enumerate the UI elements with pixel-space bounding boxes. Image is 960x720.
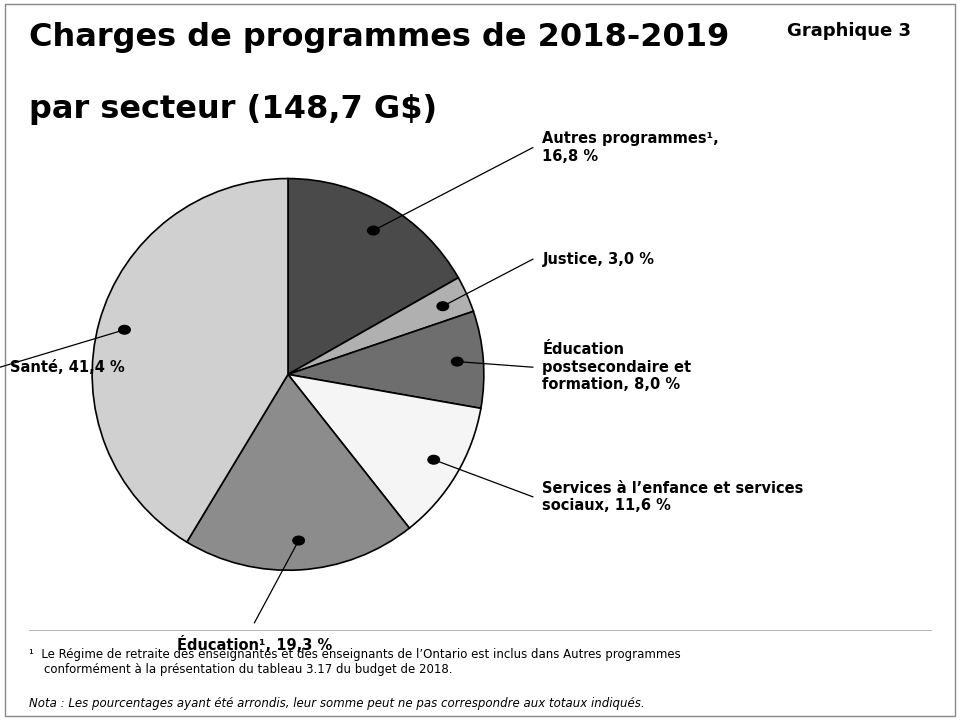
Wedge shape bbox=[288, 311, 484, 408]
Text: Graphique 3: Graphique 3 bbox=[787, 22, 911, 40]
Wedge shape bbox=[187, 374, 409, 570]
Wedge shape bbox=[288, 278, 473, 374]
Wedge shape bbox=[288, 374, 481, 528]
Text: Autres programmes¹,
16,8 %: Autres programmes¹, 16,8 % bbox=[542, 131, 719, 164]
Wedge shape bbox=[288, 179, 458, 374]
Text: Nota : Les pourcentages ayant été arrondis, leur somme peut ne pas correspondre : Nota : Les pourcentages ayant été arrond… bbox=[29, 697, 644, 710]
Text: Éducation
postsecondaire et
formation, 8,0 %: Éducation postsecondaire et formation, 8… bbox=[542, 342, 691, 392]
Text: Santé, 41,4 %: Santé, 41,4 % bbox=[10, 360, 125, 374]
Wedge shape bbox=[92, 179, 288, 542]
Text: Éducation¹, 19,3 %: Éducation¹, 19,3 % bbox=[177, 636, 332, 653]
Text: par secteur (148,7 G$): par secteur (148,7 G$) bbox=[29, 94, 437, 125]
Text: Justice, 3,0 %: Justice, 3,0 % bbox=[542, 252, 655, 266]
Text: Services à l’enfance et services
sociaux, 11,6 %: Services à l’enfance et services sociaux… bbox=[542, 481, 804, 513]
Text: Charges de programmes de 2018-2019: Charges de programmes de 2018-2019 bbox=[29, 22, 729, 53]
Text: ¹  Le Régime de retraite des enseignantes et des enseignants de l’Ontario est in: ¹ Le Régime de retraite des enseignantes… bbox=[29, 648, 681, 676]
